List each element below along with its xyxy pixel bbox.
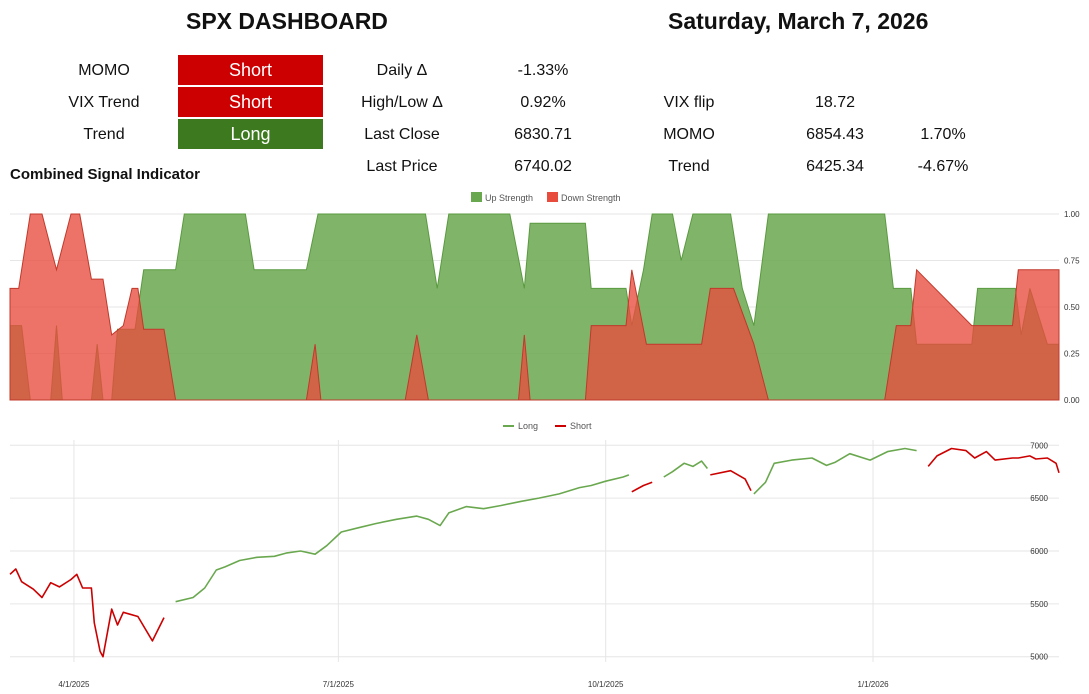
price-chart: Long Short 5000 5500 6000 6500 7000 4/1/2025… <box>9 421 1060 689</box>
vix-flip-value: 18.72 <box>814 94 856 111</box>
vix-trend-signal-badge: Short <box>178 87 323 117</box>
price-lines <box>9 447 1060 658</box>
signal-areas <box>9 213 1060 401</box>
trend-level-pct: -4.67% <box>917 158 969 175</box>
short-price-segment <box>9 568 165 658</box>
last-close-label: Last Close <box>364 126 440 143</box>
short-price-segment <box>710 469 752 492</box>
signal-chart-title: Combined Signal Indicator <box>10 166 201 183</box>
price-x-tick: 10/1/2025 <box>588 680 624 689</box>
highlow-delta-label: High/Low Δ <box>361 94 443 111</box>
dashboard-title: SPX DASHBOARD <box>186 8 388 34</box>
short-price-segment <box>631 481 653 493</box>
trend-level-label: Trend <box>668 158 710 175</box>
price-grid <box>10 440 1059 662</box>
legend-short-label: Short <box>570 421 592 431</box>
price-x-tick: 1/1/2026 <box>857 680 889 689</box>
signal-legend: Up Strength Down Strength <box>471 192 621 203</box>
signal-y-tick: 0.75 <box>1064 257 1080 266</box>
signal-y-axis: 0.00 0.25 0.50 0.75 1.00 <box>1064 210 1080 405</box>
dashboard-date: Saturday, March 7, 2026 <box>668 8 929 34</box>
signal-y-tick: 1.00 <box>1064 210 1080 219</box>
legend-down-label: Down Strength <box>561 193 621 203</box>
legend-up-label: Up Strength <box>485 193 533 203</box>
price-x-axis: 4/1/2025 7/1/2025 10/1/2025 1/1/2026 <box>58 680 889 689</box>
down-strength-area <box>9 213 1060 401</box>
vix-trend-signal-label: VIX Trend <box>68 94 140 111</box>
price-legend: Long Short <box>503 421 592 431</box>
last-close-value: 6830.71 <box>514 126 572 143</box>
price-x-tick: 7/1/2025 <box>323 680 355 689</box>
price-y-tick: 5500 <box>1030 600 1048 609</box>
legend-up-swatch <box>471 192 482 202</box>
trend-signal-label: Trend <box>83 126 125 143</box>
daily-delta-label: Daily Δ <box>376 62 428 79</box>
price-y-axis: 5000 5500 6000 6500 7000 <box>1030 441 1048 661</box>
price-y-tick: 5000 <box>1030 653 1048 662</box>
long-price-segment <box>663 460 709 478</box>
legend-down-swatch <box>547 192 558 202</box>
short-price-segment <box>927 447 1060 474</box>
signal-y-tick: 0.00 <box>1064 396 1080 405</box>
momo-signal-label: MOMO <box>78 62 130 79</box>
long-price-segment <box>175 474 630 603</box>
price-y-tick: 6500 <box>1030 494 1048 503</box>
momo-level-pct: 1.70% <box>920 126 966 143</box>
signal-y-tick: 0.25 <box>1064 350 1080 359</box>
trend-signal-badge: Long <box>178 119 323 149</box>
price-y-tick: 7000 <box>1030 441 1048 450</box>
momo-level-label: MOMO <box>663 126 715 143</box>
momo-level-value: 6854.43 <box>806 126 864 143</box>
last-price-value: 6740.02 <box>514 158 572 175</box>
price-y-tick: 6000 <box>1030 547 1048 556</box>
long-price-segment <box>753 447 917 495</box>
last-price-label: Last Price <box>366 158 438 175</box>
trend-level-value: 6425.34 <box>806 158 864 175</box>
signal-chart: Up Strength Down Strength 0.000.250.500.… <box>9 192 1080 405</box>
price-x-tick: 4/1/2025 <box>58 680 90 689</box>
momo-signal-badge: Short <box>178 55 323 85</box>
legend-long-label: Long <box>518 421 538 431</box>
daily-delta-value: -1.33% <box>517 62 569 79</box>
vix-flip-label: VIX flip <box>663 94 715 111</box>
signal-y-tick: 0.50 <box>1064 303 1080 312</box>
highlow-delta-value: 0.92% <box>520 94 566 111</box>
